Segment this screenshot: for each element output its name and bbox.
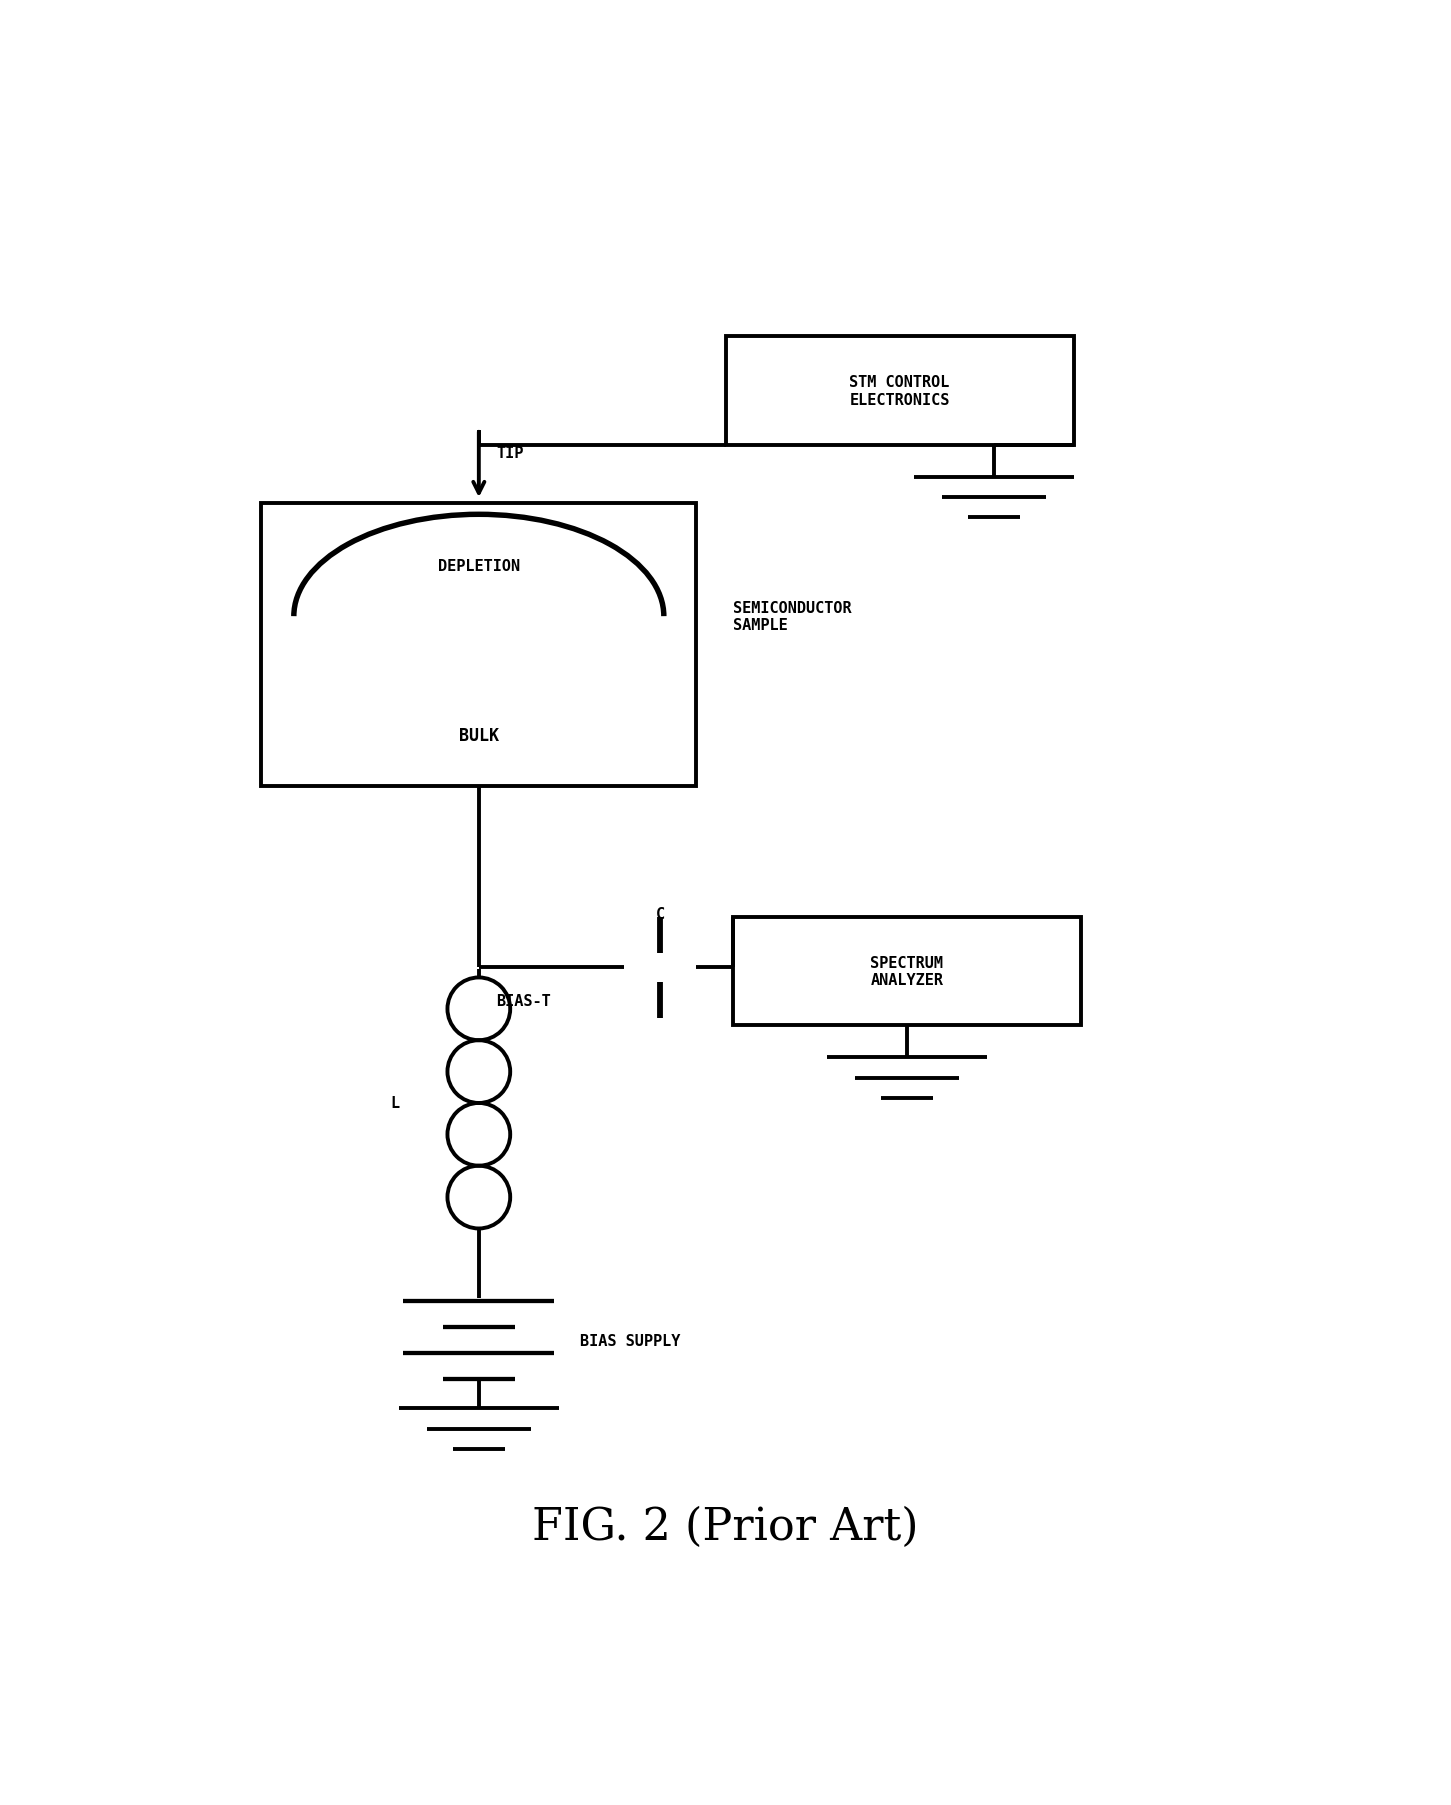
Bar: [261, 504, 696, 787]
Text: DEPLETION: DEPLETION: [438, 558, 519, 574]
Text: SEMICONDUCTOR
SAMPLE: SEMICONDUCTOR SAMPLE: [733, 601, 852, 634]
Text: BULK: BULK: [459, 727, 499, 745]
Bar: [726, 338, 1074, 446]
Text: STM CONTROL
ELECTRONICS: STM CONTROL ELECTRONICS: [849, 375, 950, 408]
Text: TIP: TIP: [496, 446, 524, 460]
Text: C: C: [656, 906, 665, 921]
Text: L: L: [390, 1096, 399, 1110]
Text: FIG. 2 (Prior Art): FIG. 2 (Prior Art): [533, 1505, 918, 1547]
Bar: [733, 917, 1081, 1025]
Text: SPECTRUM
ANALYZER: SPECTRUM ANALYZER: [871, 955, 943, 987]
Text: BIAS SUPPLY: BIAS SUPPLY: [580, 1332, 681, 1348]
Text: BIAS-T: BIAS-T: [496, 995, 551, 1009]
